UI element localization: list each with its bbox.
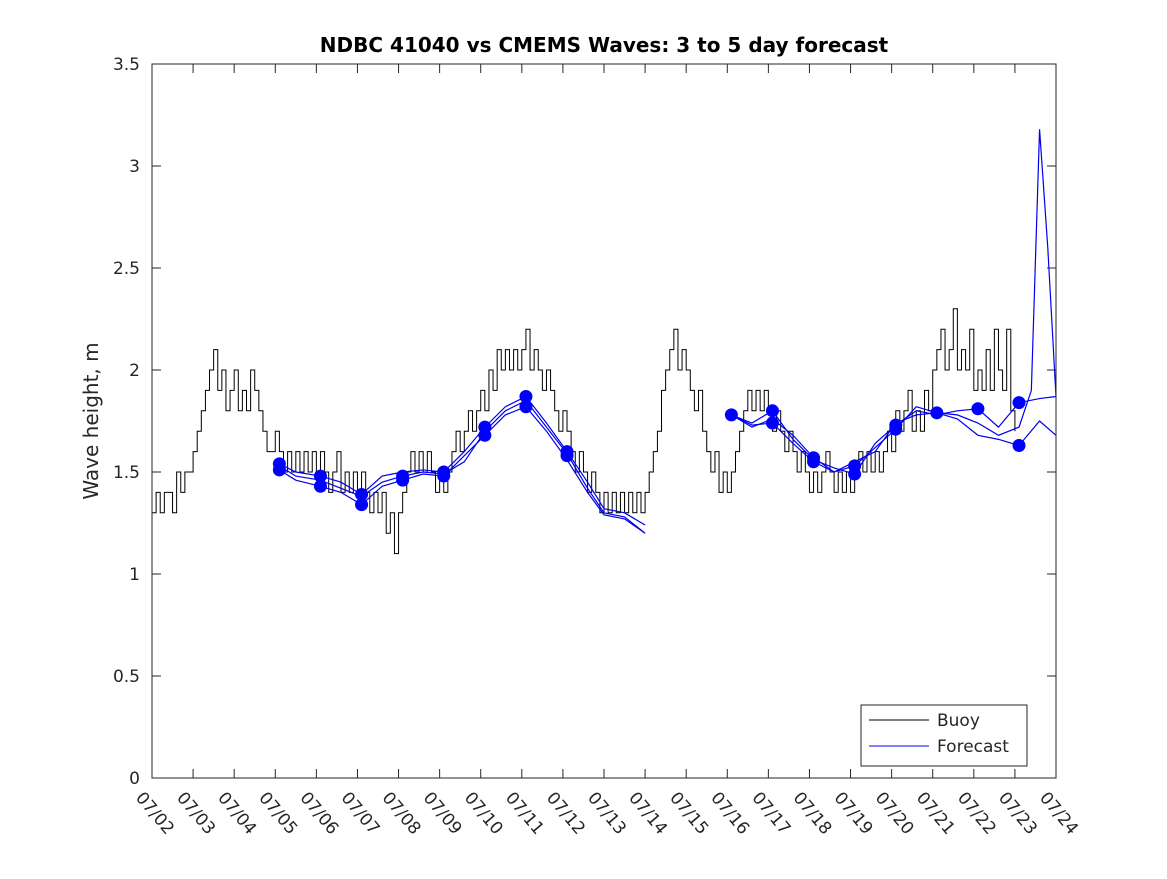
forecast-marker-10 bbox=[437, 469, 451, 483]
x-tick-label: 07/21 bbox=[912, 788, 959, 838]
forecast-marker-3 bbox=[313, 469, 327, 483]
x-tick-label: 07/12 bbox=[542, 788, 589, 838]
y-tick-label: 2 bbox=[129, 361, 140, 381]
series-forecast-line-1 bbox=[279, 399, 646, 534]
x-tick-label: 07/08 bbox=[378, 788, 425, 838]
legend-label-forecast: Forecast bbox=[937, 737, 1009, 757]
y-tick-label: 1.5 bbox=[113, 463, 140, 483]
x-tick-label: 07/09 bbox=[419, 788, 466, 838]
x-tick-label: 07/15 bbox=[665, 788, 712, 838]
y-tick-label: 1 bbox=[129, 565, 140, 585]
forecast-marker-26 bbox=[930, 406, 944, 420]
forecast-marker-29 bbox=[1012, 438, 1026, 452]
forecast-marker-2 bbox=[272, 463, 286, 477]
x-tick-label: 07/24 bbox=[1035, 788, 1082, 838]
x-tick-label: 07/04 bbox=[213, 788, 260, 838]
x-tick-label: 07/07 bbox=[337, 788, 384, 838]
x-tick-label: 07/16 bbox=[706, 788, 753, 838]
x-tick-label: 07/02 bbox=[131, 788, 178, 838]
y-tick-label: 3.5 bbox=[113, 55, 140, 75]
x-tick-label: 07/23 bbox=[994, 788, 1041, 838]
x-tick-label: 07/17 bbox=[748, 788, 795, 838]
y-tick-label: 0 bbox=[129, 769, 140, 789]
forecast-marker-17 bbox=[724, 408, 738, 422]
plot-area bbox=[152, 129, 1057, 555]
series-forecast-line-2 bbox=[279, 406, 646, 534]
legend-box bbox=[860, 704, 1028, 767]
legend-label-buoy: Buoy bbox=[937, 711, 980, 731]
forecast-marker-14 bbox=[519, 400, 533, 414]
forecast-marker-12 bbox=[478, 428, 492, 442]
forecast-marker-6 bbox=[355, 498, 369, 512]
x-tick-label: 07/10 bbox=[460, 788, 507, 838]
forecast-marker-25 bbox=[889, 422, 903, 436]
x-tick-label: 07/19 bbox=[830, 788, 877, 838]
x-tick-label: 07/05 bbox=[254, 788, 301, 838]
forecast-marker-23 bbox=[848, 467, 862, 481]
x-tick-label: 07/03 bbox=[172, 788, 219, 838]
forecast-marker-5 bbox=[355, 487, 369, 501]
chart-title: NDBC 41040 vs CMEMS Waves: 3 to 5 day fo… bbox=[320, 33, 889, 57]
legend: Buoy Forecast bbox=[860, 704, 1028, 767]
series-forecast-line-4 bbox=[731, 129, 1057, 473]
forecast-marker-28 bbox=[1012, 396, 1026, 410]
y-tick-label: 2.5 bbox=[113, 259, 140, 279]
y-axis-label: Wave height, m bbox=[79, 342, 103, 499]
forecast-marker-21 bbox=[807, 455, 821, 469]
x-tick-label: 07/11 bbox=[501, 788, 548, 838]
x-tick-label: 07/22 bbox=[953, 788, 1000, 838]
plot-background bbox=[152, 64, 1056, 778]
x-tick-label: 07/18 bbox=[789, 788, 836, 838]
forecast-marker-27 bbox=[971, 402, 985, 416]
x-tick-label: 07/20 bbox=[871, 788, 918, 838]
forecast-marker-19 bbox=[765, 416, 779, 430]
series-forecast-line-3 bbox=[279, 395, 646, 526]
y-tick-label: 3 bbox=[129, 157, 140, 177]
forecast-marker-8 bbox=[396, 473, 410, 487]
x-tick-label: 07/06 bbox=[296, 788, 343, 838]
x-tick-label: 07/14 bbox=[624, 788, 671, 838]
forecast-marker-4 bbox=[313, 479, 327, 493]
forecast-marker-18 bbox=[765, 404, 779, 418]
x-tick-label: 07/13 bbox=[583, 788, 630, 838]
forecast-marker-16 bbox=[560, 449, 574, 463]
y-tick-label: 0.5 bbox=[113, 667, 140, 687]
forecast-marker-13 bbox=[519, 390, 533, 404]
